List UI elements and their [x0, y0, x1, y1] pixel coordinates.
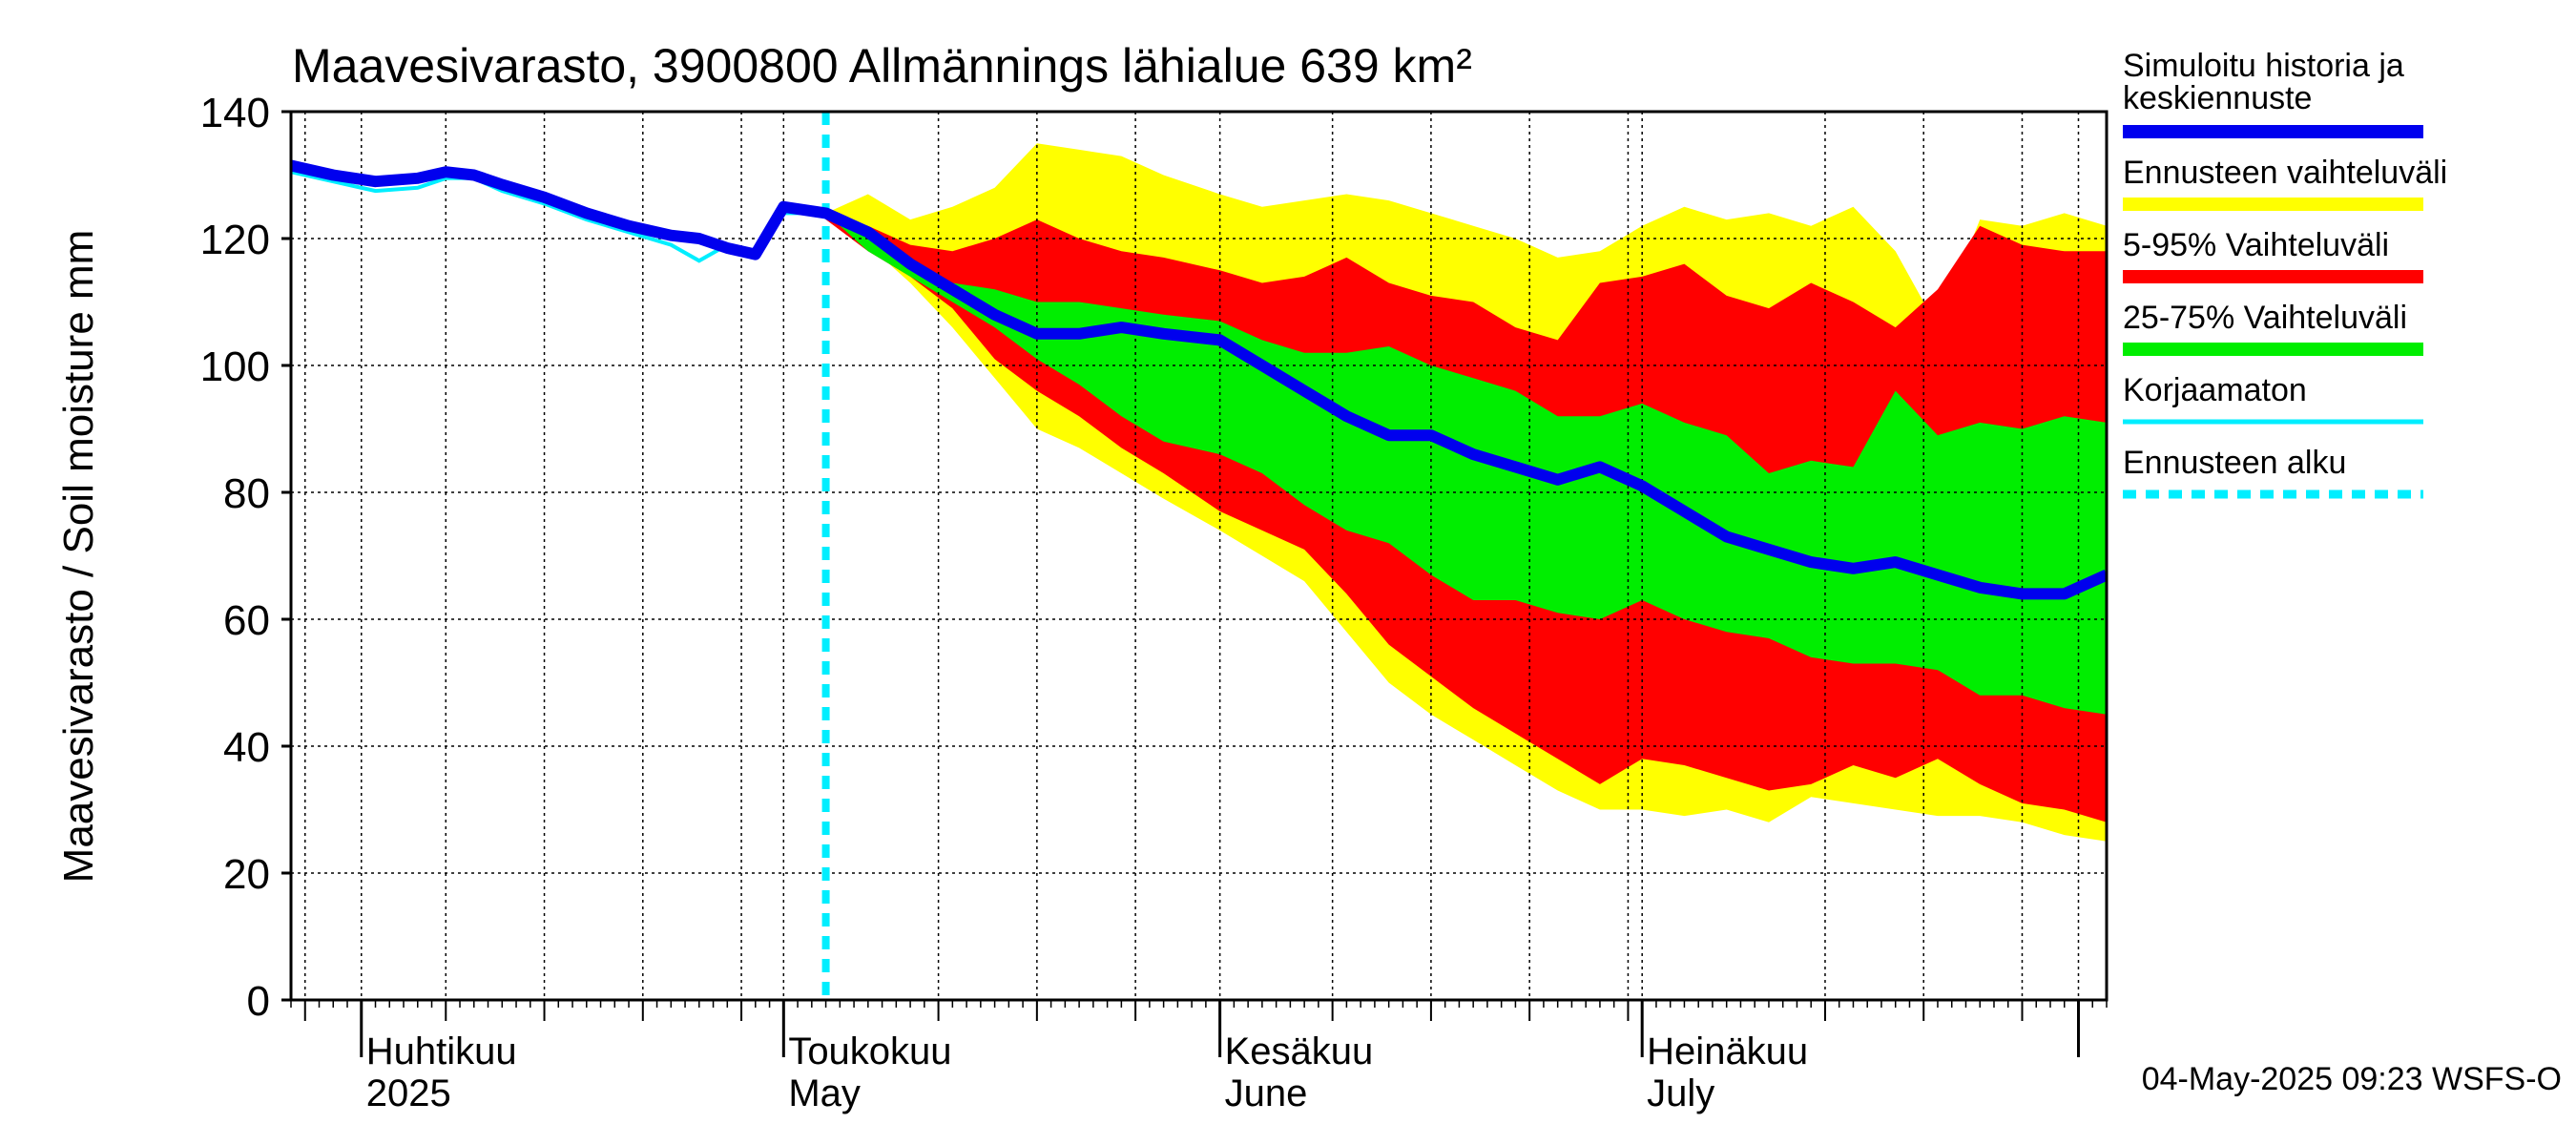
chart-title: Maavesivarasto, 3900800 Allmännings lähi… [292, 39, 1472, 93]
y-tick-label: 120 [200, 217, 270, 263]
x-month-sublabel: May [788, 1072, 861, 1114]
y-tick-label: 80 [223, 470, 270, 517]
x-month-label: Toukokuu [788, 1030, 951, 1072]
y-tick-label: 40 [223, 724, 270, 771]
x-month-sublabel: 2025 [366, 1072, 451, 1114]
x-month-label: Huhtikuu [366, 1030, 517, 1072]
y-tick-label: 0 [247, 978, 270, 1025]
legend-label-p25_75: 25-75% Vaihteluväli [2123, 300, 2407, 336]
y-tick-label: 60 [223, 597, 270, 644]
p25-75-band [825, 213, 2107, 715]
legend-label-uncorrected: Korjaamaton [2123, 372, 2307, 408]
y-tick-label: 20 [223, 851, 270, 898]
x-month-label: Heinäkuu [1647, 1030, 1808, 1072]
x-month-label: Kesäkuu [1225, 1030, 1374, 1072]
history-mean-line [291, 159, 2107, 600]
x-month-sublabel: June [1225, 1072, 1308, 1114]
y-tick-label: 140 [200, 90, 270, 136]
x-month-sublabel: July [1647, 1072, 1714, 1114]
legend-label-history: Simuloitu historia ja [2123, 48, 2404, 84]
legend-label-p5_95: 5-95% Vaihteluväli [2123, 227, 2389, 263]
y-axis: 0 20 40 60 80 100 120 140 [200, 90, 291, 1025]
plot-frame [289, 110, 2109, 1002]
grid [291, 112, 2107, 1000]
legend-label-forecast_start: Ennusteen alku [2123, 445, 2346, 481]
y-tick-label: 100 [200, 344, 270, 390]
y-axis-label: Maavesivarasto / Soil moisture mm [55, 230, 102, 884]
legend-label2-history: keskiennuste [2123, 80, 2312, 116]
timestamp-footer: 04-May-2025 09:23 WSFS-O [2142, 1061, 2562, 1097]
legend-label-range: Ennusteen vaihteluväli [2123, 155, 2447, 191]
